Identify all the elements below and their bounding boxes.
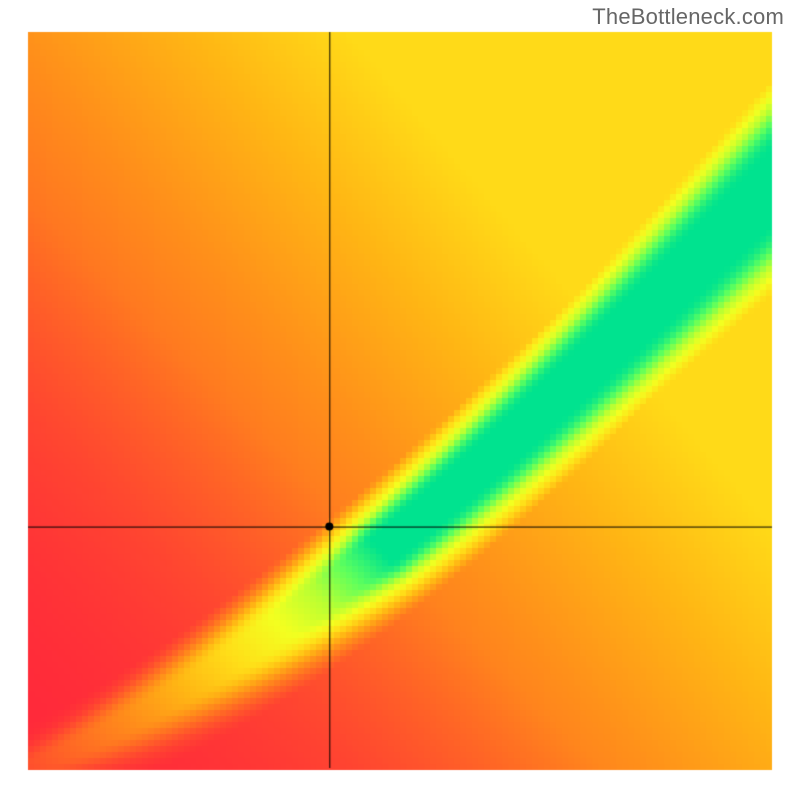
bottleneck-heatmap bbox=[0, 0, 800, 800]
chart-container: TheBottleneck.com bbox=[0, 0, 800, 800]
watermark-text: TheBottleneck.com bbox=[592, 4, 784, 30]
